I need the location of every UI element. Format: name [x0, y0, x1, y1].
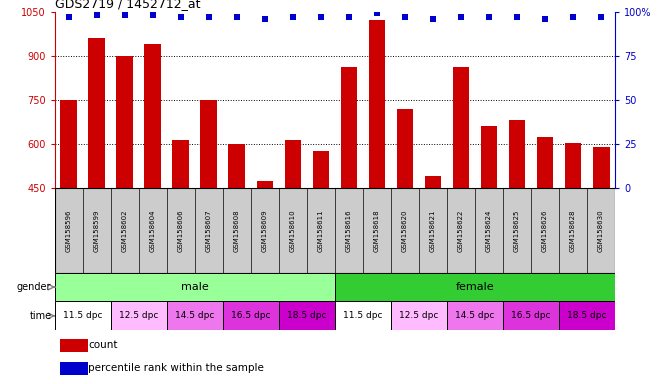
Point [232, 14, 242, 20]
Bar [537, 137, 554, 188]
Bar [145, 44, 161, 188]
Text: GSM158611: GSM158611 [318, 209, 324, 252]
Text: GSM158607: GSM158607 [206, 209, 212, 252]
Text: 16.5 dpc: 16.5 dpc [512, 311, 551, 320]
Bar [509, 121, 525, 188]
Bar [341, 68, 357, 188]
FancyBboxPatch shape [55, 273, 335, 301]
Point [288, 14, 298, 20]
Point [540, 15, 550, 22]
Text: time: time [29, 311, 51, 321]
Text: GSM158618: GSM158618 [374, 209, 380, 252]
Bar [480, 126, 498, 188]
Text: GSM158626: GSM158626 [542, 209, 548, 252]
FancyBboxPatch shape [559, 301, 615, 330]
Text: GDS2719 / 1452712_at: GDS2719 / 1452712_at [55, 0, 200, 10]
FancyBboxPatch shape [55, 301, 111, 330]
FancyBboxPatch shape [391, 301, 447, 330]
Text: percentile rank within the sample: percentile rank within the sample [88, 363, 264, 373]
Bar [201, 100, 217, 188]
Text: GSM158628: GSM158628 [570, 209, 576, 252]
Text: GSM158625: GSM158625 [514, 209, 520, 252]
Text: GSM158596: GSM158596 [66, 209, 72, 252]
Bar [60, 362, 88, 375]
Point [428, 15, 438, 22]
Text: GSM158624: GSM158624 [486, 209, 492, 252]
Point [568, 14, 578, 20]
FancyBboxPatch shape [111, 301, 167, 330]
Point [176, 14, 186, 20]
Point [92, 12, 102, 18]
Point [484, 14, 494, 20]
Text: GSM158599: GSM158599 [94, 209, 100, 252]
Bar [453, 68, 469, 188]
Bar [116, 56, 133, 188]
Bar [424, 176, 442, 188]
Point [315, 14, 326, 20]
Bar [88, 38, 105, 188]
Text: male: male [181, 282, 209, 292]
Point [596, 14, 607, 20]
Bar [565, 142, 581, 188]
Point [259, 15, 270, 22]
Text: 14.5 dpc: 14.5 dpc [455, 311, 495, 320]
Text: GSM158610: GSM158610 [290, 209, 296, 252]
Point [119, 12, 130, 18]
Text: gender: gender [17, 282, 51, 292]
Text: 11.5 dpc: 11.5 dpc [63, 311, 102, 320]
Point [203, 14, 214, 20]
Text: 18.5 dpc: 18.5 dpc [287, 311, 327, 320]
Text: GSM158621: GSM158621 [430, 209, 436, 252]
Text: GSM158609: GSM158609 [262, 209, 268, 252]
Bar [60, 339, 88, 352]
Text: 11.5 dpc: 11.5 dpc [343, 311, 383, 320]
Bar [172, 140, 189, 188]
Point [456, 14, 467, 20]
Bar [397, 109, 413, 188]
Text: count: count [88, 340, 118, 350]
FancyBboxPatch shape [279, 301, 335, 330]
Point [63, 14, 74, 20]
Text: GSM158620: GSM158620 [402, 209, 408, 252]
Bar [313, 151, 329, 188]
Text: GSM158616: GSM158616 [346, 209, 352, 252]
Text: GSM158630: GSM158630 [598, 209, 604, 252]
Bar [228, 144, 246, 188]
Bar [284, 140, 302, 188]
Bar [60, 100, 77, 188]
Point [512, 14, 522, 20]
FancyBboxPatch shape [167, 301, 223, 330]
FancyBboxPatch shape [503, 301, 559, 330]
Text: GSM158604: GSM158604 [150, 209, 156, 252]
FancyBboxPatch shape [223, 301, 279, 330]
Bar [257, 181, 273, 188]
Text: 16.5 dpc: 16.5 dpc [231, 311, 271, 320]
Text: 18.5 dpc: 18.5 dpc [568, 311, 607, 320]
Text: 12.5 dpc: 12.5 dpc [119, 311, 158, 320]
Point [372, 10, 382, 17]
Text: female: female [455, 282, 494, 292]
Text: 12.5 dpc: 12.5 dpc [399, 311, 439, 320]
FancyBboxPatch shape [335, 273, 615, 301]
Text: GSM158606: GSM158606 [178, 209, 184, 252]
Point [148, 12, 158, 18]
Text: GSM158602: GSM158602 [122, 209, 128, 252]
Text: 14.5 dpc: 14.5 dpc [175, 311, 214, 320]
Text: GSM158622: GSM158622 [458, 209, 464, 252]
Point [344, 14, 354, 20]
Point [400, 14, 411, 20]
Bar [593, 147, 610, 188]
Bar [368, 20, 385, 188]
FancyBboxPatch shape [447, 301, 503, 330]
FancyBboxPatch shape [335, 301, 391, 330]
Text: GSM158608: GSM158608 [234, 209, 240, 252]
